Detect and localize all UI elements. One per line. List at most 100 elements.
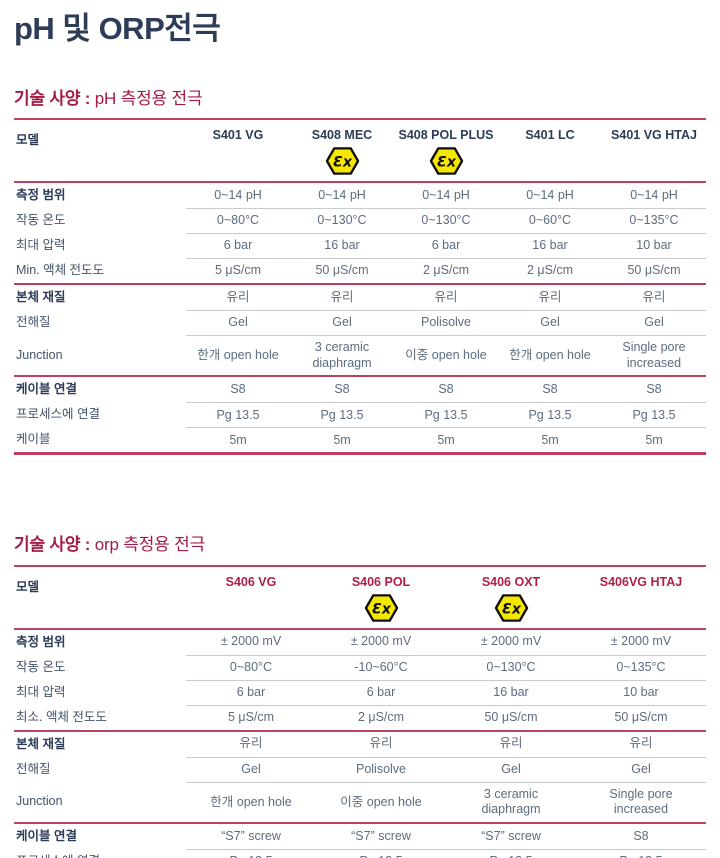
table-row-group: 측정 범위 ± 2000 mV ± 2000 mV ± 2000 mV ± 2000 m… — [14, 630, 706, 732]
table-row: 본체 재질 유리 유리 유리 유리 — [14, 732, 706, 757]
row-values: 한개 open hole 3 ceramic diaphragm 이중 open h… — [186, 335, 706, 375]
cell-value: Pg 13.5 — [528, 407, 572, 422]
cell-value: Pg 13.5 — [320, 407, 364, 422]
cell-value: “S7” screw — [221, 828, 281, 843]
model-column-header: S401 LC — [498, 126, 602, 145]
section-heading-rest: pH 측정용 전극 — [90, 88, 203, 108]
table-row: 본체 재질 유리 유리 유리 유리 유리 — [14, 285, 706, 310]
row-label-cell: 본체 재질 — [14, 732, 186, 757]
cell-value: 0~14 pH — [318, 187, 366, 202]
cell-value: 5 μS/cm — [227, 709, 275, 724]
section-heading-bold: 기술 사양 : — [14, 535, 91, 555]
cell-value: 0~135°C — [616, 659, 666, 674]
section-heading-orp: 기술 사양 : orp 측정용 전극 — [14, 535, 706, 555]
table-row: 측정 범위 0~14 pH 0~14 pH 0~14 pH 0~14 pH 0~14 pH — [14, 183, 706, 208]
row-values: 6 bar 6 bar 16 bar 10 bar — [186, 679, 706, 705]
cell-value: 유리 — [369, 736, 393, 751]
ex-certification-icon: Ɛx — [494, 593, 529, 623]
section-orp-electrodes: 기술 사양 : orp 측정용 전극 모델 S406 VG S406 POL Ɛx S4… — [14, 535, 706, 858]
cell-value: 한개 open hole — [210, 794, 292, 809]
row-label: 작동 온도 — [16, 213, 66, 228]
row-label: Min. 액체 전도도 — [16, 263, 105, 278]
model-name: S408 MEC — [311, 128, 373, 143]
cell-value: Single pore increased — [609, 786, 673, 817]
section-heading-bold: 기술 사양 : — [14, 88, 91, 108]
table-row: 케이블 연결 “S7” screw “S7” screw “S7” screw S8 — [14, 824, 706, 849]
table-row: 전해질 Gel Polisolve Gel Gel — [14, 756, 706, 782]
cell-value: 0~60°C — [528, 213, 572, 228]
cell-value: 0~130°C — [486, 659, 536, 674]
row-label: 전해질 — [16, 315, 51, 330]
row-label-cell: 케이블 연결 — [14, 824, 186, 849]
ex-hexagon-icon: Ɛx — [494, 593, 528, 622]
cell-value: 2 μS/cm — [357, 709, 405, 724]
cell-value: Polisolve — [355, 761, 407, 776]
cell-value: Polisolve — [420, 315, 472, 330]
table-row: 케이블 연결 S8 S8 S8 S8 S8 — [14, 377, 706, 402]
ex-certification-icon: Ɛx — [429, 146, 464, 176]
cell-value: 5m — [541, 432, 559, 447]
ex-certification-icon: Ɛx — [364, 593, 399, 623]
header-label: 모델 — [16, 579, 40, 594]
model-name: S401 VG HTAJ — [611, 128, 697, 143]
svg-text:Ɛx: Ɛx — [502, 601, 522, 617]
cell-value: Gel — [241, 761, 261, 776]
row-label-cell: 전해질 — [14, 310, 186, 335]
row-label: 전해질 — [16, 761, 51, 776]
ex-hexagon-icon: Ɛx — [364, 593, 398, 622]
cell-value: 5m — [437, 432, 455, 447]
model-column-header: S401 VG — [186, 126, 290, 145]
cell-value: S8 — [542, 382, 558, 397]
header-label-cell: 모델 — [14, 573, 186, 599]
model-column-header: S408 MEC Ɛx — [290, 126, 394, 178]
row-label-cell: 케이블 연결 — [14, 377, 186, 402]
cell-value: 6 bar — [366, 684, 396, 699]
cell-value: 유리 — [239, 736, 263, 751]
row-label-cell: 최대 압력 — [14, 680, 186, 705]
cell-value: 유리 — [642, 289, 666, 304]
row-values: 0~80°C -10~60°C 0~130°C 0~135°C — [186, 654, 706, 680]
table-row: Junction 한개 open hole 3 ceramic diaphragm 이… — [14, 335, 706, 375]
row-label: 프로세스에 연결 — [16, 854, 100, 858]
row-label: 최소. 액체 전도도 — [16, 709, 107, 724]
table-header-row: 모델 S401 VG S408 MEC Ɛx S408 POL PLUS Ɛx S401 L… — [14, 118, 706, 184]
row-label: Junction — [16, 347, 63, 362]
row-label: 케이블 연결 — [16, 382, 77, 397]
cell-value: 유리 — [629, 736, 653, 751]
row-label-cell: 프로세스에 연결 — [14, 849, 186, 858]
row-label-cell: 케이블 — [14, 427, 186, 452]
cell-value: 유리 — [330, 289, 354, 304]
cell-value: S8 — [646, 382, 662, 397]
cell-value: “S7” screw — [481, 828, 541, 843]
page-title: pH 및 ORP전극 — [14, 11, 221, 46]
row-label: 본체 재질 — [16, 736, 66, 751]
cell-value: 한개 open hole — [509, 347, 591, 362]
cell-value: 6 bar — [236, 684, 266, 699]
row-label: 작동 온도 — [16, 659, 66, 674]
row-values: S8 S8 S8 S8 S8 — [186, 377, 706, 402]
row-label: 본체 재질 — [16, 290, 66, 305]
row-values: 5m 5m 5m 5m 5m — [186, 427, 706, 452]
table-row: 전해질 Gel Gel Polisolve Gel Gel — [14, 310, 706, 335]
table-row: 작동 온도 0~80°C 0~130°C 0~130°C 0~60°C 0~135°C — [14, 208, 706, 233]
row-values: ± 2000 mV ± 2000 mV ± 2000 mV ± 2000 mV — [186, 630, 706, 655]
cell-value: 5 μS/cm — [214, 263, 262, 278]
row-values: Pg 13.5 Pg 13.5 Pg 13.5 Pg 13.5 Pg 13.5 — [186, 402, 706, 427]
model-name: S401 LC — [525, 128, 575, 143]
model-column-header: S401 VG HTAJ — [602, 126, 706, 145]
cell-value: 0~80°C — [229, 659, 273, 674]
ex-hexagon-icon: Ɛx — [325, 147, 359, 175]
table-row: 작동 온도 0~80°C -10~60°C 0~130°C 0~135°C — [14, 654, 706, 680]
svg-text:Ɛx: Ɛx — [333, 154, 353, 170]
cell-value: Gel — [540, 315, 560, 330]
table-row-group: 측정 범위 0~14 pH 0~14 pH 0~14 pH 0~14 pH 0~14 pH… — [14, 183, 706, 286]
model-column-header: S406 OXT Ɛx — [446, 573, 576, 625]
cell-value: Gel — [501, 761, 521, 776]
row-values: Gel Polisolve Gel Gel — [186, 756, 706, 782]
section-heading-rest: orp 측정용 전극 — [90, 535, 206, 555]
cell-value: 0~80°C — [216, 213, 260, 228]
cell-value: 5m — [645, 432, 663, 447]
svg-text:Ɛx: Ɛx — [437, 154, 457, 170]
cell-value: 유리 — [538, 289, 562, 304]
